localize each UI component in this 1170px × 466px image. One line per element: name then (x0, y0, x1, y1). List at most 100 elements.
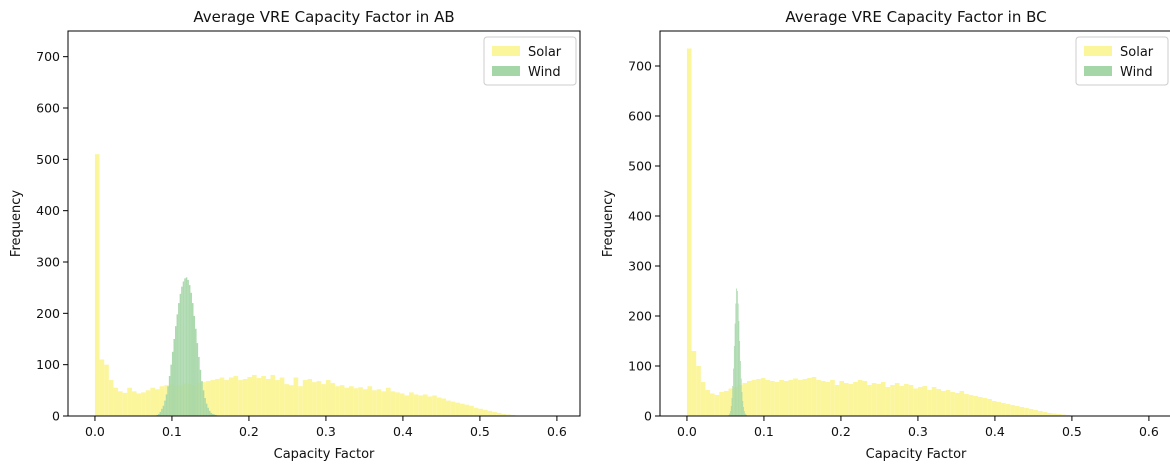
histogram-bar-solar (205, 381, 211, 416)
y-tick-label: 500 (628, 159, 652, 174)
y-axis-label: Frequency (9, 190, 24, 257)
histogram-bar-solar (510, 414, 516, 416)
histogram-bar-solar (756, 379, 761, 416)
histogram-bar-solar (150, 387, 156, 416)
histogram-bar-solar (104, 364, 109, 416)
histogram-bar-wind (184, 278, 186, 416)
histogram-bar-solar (256, 378, 262, 416)
histogram-bar-solar (807, 378, 812, 416)
histogram-bar-solar (279, 377, 285, 416)
histogram-bar-solar (904, 384, 909, 416)
histogram-bar-solar (941, 391, 946, 416)
x-tick-label: 0.4 (393, 424, 413, 439)
y-tick-label: 100 (36, 357, 60, 372)
histogram-bar-wind (188, 285, 191, 416)
histogram-bar-solar (977, 397, 983, 416)
plot-frame (67, 30, 581, 417)
histogram-bar-solar (376, 389, 382, 416)
histogram-bar-wind (191, 303, 194, 416)
histogram-bar-solar (238, 380, 243, 416)
histogram-bar-wind (168, 375, 171, 416)
histogram-bar-wind (740, 378, 742, 416)
histogram-bar-solar (793, 378, 798, 416)
axis-ticks: 0.0 0.1 0.2 0.3 0.4 0.5 0.6 0 100 200 300 400 500 600… (628, 59, 1159, 440)
histogram-bar-wind (210, 412, 212, 416)
legend-label-wind: Wind (528, 65, 561, 80)
histogram-bar-solar (968, 395, 974, 416)
histogram-bar-solar (330, 383, 336, 416)
histogram-bar-solar (353, 388, 359, 416)
y-tick-label: 600 (628, 109, 652, 124)
histogram-bar-solar (118, 391, 123, 416)
histogram-bar-solar (945, 390, 951, 416)
y-tick-label: 300 (36, 255, 60, 270)
histogram-bar-solar (825, 382, 831, 416)
histogram-bar-solar (927, 390, 932, 416)
legend-swatch-wind (1084, 66, 1112, 76)
histogram-bar-wind (170, 364, 172, 416)
histogram-bar-solar (469, 405, 474, 416)
histogram-bar-solar (783, 381, 789, 416)
histogram-bar-wind (198, 356, 200, 416)
y-tick-label: 0 (52, 409, 60, 424)
histogram-bar-wind (199, 369, 202, 416)
histogram-bar-solar (492, 411, 497, 416)
histogram-bar-solar (473, 407, 479, 416)
histogram-bar-solar (155, 389, 160, 416)
histogram-bar-solar (413, 394, 419, 416)
histogram-bar-solar (770, 381, 775, 416)
histogram-bar-wind (740, 361, 741, 416)
histogram-bar-solar (335, 386, 340, 416)
histogram-bar-solar (496, 412, 502, 416)
histogram-bar-wind (208, 410, 211, 416)
histogram-bar-solar (409, 392, 414, 416)
histogram-bar-solar (224, 380, 229, 416)
histogram-bar-solar (908, 385, 914, 416)
histogram-bar-solar (890, 385, 895, 416)
histogram-bar-solar (922, 386, 928, 416)
histogram-bar-solar (765, 380, 771, 416)
legend-label-solar: Solar (1120, 45, 1154, 60)
histogram-bar-wind (190, 292, 192, 416)
histogram-bar-solar (894, 383, 900, 416)
histogram-bar-solar (1056, 414, 1062, 416)
axis-ticks: 0.0 0.1 0.2 0.3 0.4 0.5 0.6 0 100 200 300 400 500 600… (36, 49, 567, 439)
histogram-bar-wind (171, 351, 174, 416)
histogram-bar-solar (871, 383, 877, 416)
histogram-bar-wind (201, 381, 203, 416)
histogram-bar-solar (779, 380, 784, 416)
histogram-bar-solar (113, 387, 119, 416)
histogram-bar-solar (252, 374, 257, 416)
histogram-bar-solar (816, 380, 821, 416)
histogram-bar-solar (774, 382, 780, 416)
histogram-bar-solar (1033, 410, 1039, 416)
histogram-bar-solar (700, 382, 706, 416)
histogram-bar-solar (127, 387, 132, 416)
histogram-bar-solar (395, 392, 400, 416)
histogram-bar-solar (834, 385, 840, 416)
histogram-bar-solar (1047, 413, 1052, 416)
histogram-bar-solar (145, 390, 151, 416)
histogram-bar-solar (899, 386, 905, 416)
x-axis-label: Capacity Factor (866, 447, 967, 462)
histogram-bar-wind (181, 286, 183, 416)
histogram-bar-solar (478, 408, 483, 416)
histogram-bar-solar (459, 403, 465, 416)
histogram-bar-solar (349, 386, 354, 416)
histogram-bar-solar (427, 396, 433, 416)
y-tick-label: 100 (628, 359, 652, 374)
histogram-bar-solar (233, 375, 239, 416)
histogram-bar-solar (302, 380, 308, 416)
histogram-bar-solar (358, 387, 363, 416)
histogram-bar-solar (760, 378, 766, 416)
histogram-bar-solar (696, 366, 701, 416)
histogram-bar-wind (213, 414, 216, 416)
histogram-bar-solar (436, 397, 442, 416)
histogram-bar-solar (312, 382, 317, 416)
histogram-bar-solar (714, 395, 720, 416)
x-tick-label: 0.5 (1062, 424, 1082, 439)
histogram-bar-solar (853, 382, 858, 416)
histogram-bar-solar (723, 391, 729, 416)
histogram-bar-solar (913, 388, 918, 416)
histogram-bar-wind (204, 398, 206, 416)
